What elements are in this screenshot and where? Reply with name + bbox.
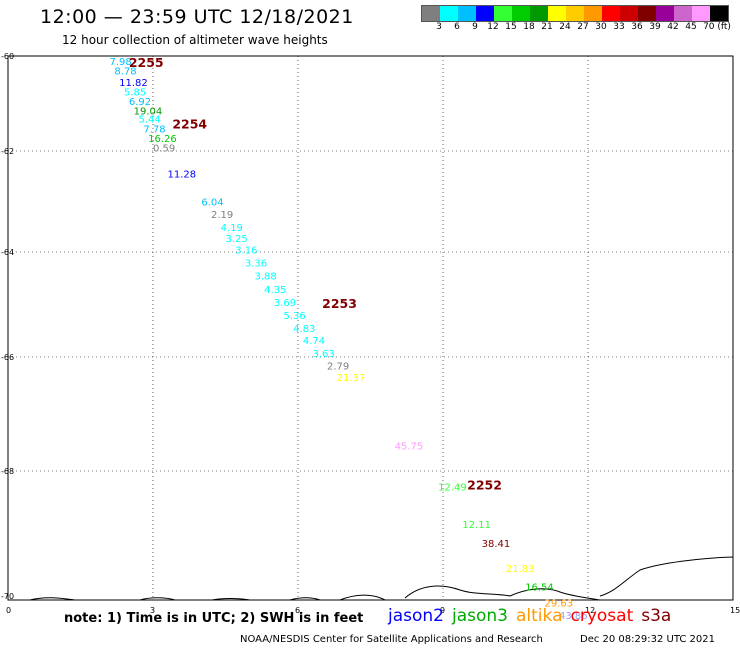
satellite-name: jason3	[452, 606, 508, 626]
satellite-name: cryosat	[570, 606, 634, 626]
wave-height-label: 8.78	[114, 66, 136, 77]
wave-height-label: 38.41	[482, 539, 511, 550]
color-scale-label: 33	[613, 22, 625, 32]
wave-height-label: 3.25	[226, 234, 248, 245]
color-swatch	[692, 6, 710, 21]
x-tick-label: 9	[440, 606, 445, 615]
y-tick-label: -60	[1, 52, 14, 61]
color-swatch	[530, 6, 548, 21]
color-scale-label: 24	[559, 22, 571, 32]
y-tick-label: -68	[1, 467, 14, 476]
satellite-name: jason2	[388, 606, 444, 626]
color-scale-label: 9	[472, 22, 478, 32]
color-scale-label: 36	[631, 22, 643, 32]
x-tick-label: 15	[730, 606, 740, 615]
wave-height-label: 3.69	[274, 298, 296, 309]
wave-height-label: 11.82	[119, 78, 148, 89]
wave-height-label: 3.63	[313, 349, 335, 360]
wave-height-label: 3.16	[235, 245, 257, 256]
y-tick-label: -66	[1, 353, 14, 362]
satellite-name: s3a	[641, 606, 672, 626]
color-scale-label: 21	[541, 22, 553, 32]
y-tick-label: -62	[1, 147, 14, 156]
color-swatch	[440, 6, 458, 21]
color-swatch	[674, 6, 692, 21]
x-tick-label: 0	[6, 606, 11, 615]
wave-height-label: 45.75	[395, 441, 424, 452]
wave-height-label: 4.74	[303, 336, 325, 347]
color-swatch	[422, 6, 440, 21]
color-swatch	[566, 6, 584, 21]
page-title: 12:00 — 23:59 UTC 12/18/2021	[40, 6, 354, 28]
y-tick-label: -64	[1, 248, 14, 257]
color-scale-label: 39	[649, 22, 661, 32]
color-swatch	[548, 6, 566, 21]
wave-height-label: 21.37	[337, 373, 366, 384]
pass-label: 2254	[172, 117, 207, 132]
wave-height-label: 19.04	[134, 107, 163, 118]
wave-height-label: 43.86	[559, 611, 588, 622]
credit-line: NOAA/NESDIS Center for Satellite Applica…	[240, 634, 543, 645]
color-swatch	[710, 6, 728, 21]
satellite-legend: jason2 jason3 altika cryosat s3a	[388, 606, 679, 626]
generation-timestamp: Dec 20 08:29:32 UTC 2021	[580, 634, 715, 645]
page-subtitle: 12 hour collection of altimeter wave hei…	[62, 33, 328, 47]
wave-height-label: 0.59	[153, 144, 175, 155]
wave-height-label: 2.79	[327, 362, 349, 373]
color-swatch	[494, 6, 512, 21]
color-scale-labels: 3 6 9 12 15 18 21 24 27 30 33 36 39 42 45 70 (ft)	[421, 22, 739, 36]
color-swatch	[620, 6, 638, 21]
wave-height-label: 4.19	[221, 223, 243, 234]
wave-height-label: 11.28	[168, 170, 197, 181]
coastline	[29, 556, 734, 601]
color-swatch	[458, 6, 476, 21]
color-scale-bar	[421, 5, 729, 22]
wave-height-label: 4.83	[293, 324, 315, 335]
color-swatch	[638, 6, 656, 21]
color-scale-label: 15	[505, 22, 517, 32]
wave-height-label: 2.19	[211, 210, 233, 221]
color-scale-label: 30	[595, 22, 607, 32]
wave-height-label: 16.26	[148, 134, 177, 145]
wave-height-label: 6.04	[201, 198, 223, 209]
color-swatch	[512, 6, 530, 21]
wave-height-label: 4.35	[264, 285, 286, 296]
wave-height-label: 21.83	[506, 564, 535, 575]
wave-height-label: 7.78	[143, 125, 165, 136]
wave-height-label: 3.36	[245, 259, 267, 270]
pass-label: 2255	[129, 55, 164, 70]
color-scale-label: 27	[577, 22, 589, 32]
wave-height-label: 5.85	[124, 88, 146, 99]
color-scale-label: 18	[523, 22, 535, 32]
units-note: note: 1) Time is in UTC; 2) SWH is in fe…	[64, 611, 364, 626]
wave-height-label: 3.88	[255, 272, 277, 283]
x-tick-label: 12	[585, 606, 595, 615]
color-swatch	[656, 6, 674, 21]
color-swatch	[602, 6, 620, 21]
wave-height-label: 5.44	[139, 115, 161, 126]
wave-height-label: 12.49	[438, 483, 467, 494]
pass-label: 2253	[322, 296, 357, 311]
color-scale-label: 70 (ft)	[703, 22, 731, 32]
color-scale-label: 12	[487, 22, 499, 32]
color-swatch	[584, 6, 602, 21]
wave-height-label: 16.54	[525, 583, 554, 594]
pass-label: 2252	[467, 478, 502, 493]
wave-height-label: 6.92	[129, 97, 151, 108]
x-tick-label: 3	[150, 606, 155, 615]
color-scale-label: 6	[454, 22, 460, 32]
color-swatch	[476, 6, 494, 21]
wave-height-label: 7.98	[110, 57, 132, 68]
y-tick-label: -70	[1, 592, 14, 601]
color-scale-label: 42	[667, 22, 679, 32]
satellite-name: altika	[516, 606, 563, 626]
color-scale-label: 3	[436, 22, 442, 32]
map-frame	[7, 55, 734, 601]
wave-height-label: 29.63	[545, 598, 574, 609]
color-scale-label: 45	[685, 22, 697, 32]
wave-height-label: 12.11	[462, 520, 491, 531]
wave-height-label: 5.36	[284, 311, 306, 322]
x-tick-label: 6	[295, 606, 300, 615]
